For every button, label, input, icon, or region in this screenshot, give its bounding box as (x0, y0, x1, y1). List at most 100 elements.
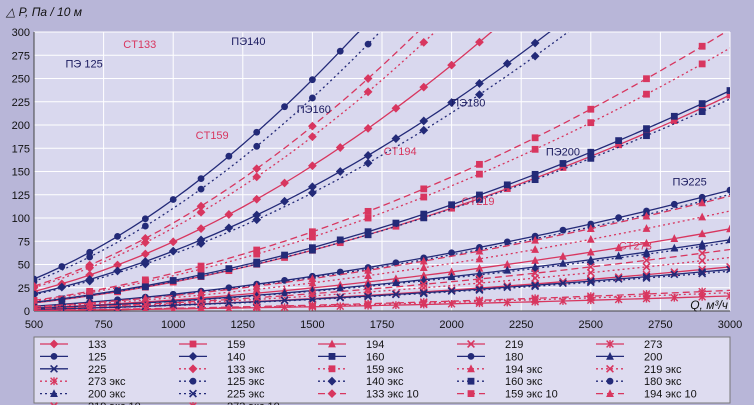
curve-label: ПЭ 125 (65, 58, 102, 70)
data-point (615, 141, 623, 149)
data-point (531, 282, 540, 291)
series-line (34, 256, 730, 310)
x-tick-label: 2500 (579, 319, 603, 331)
data-point (141, 304, 150, 311)
data-point (281, 103, 288, 111)
data-point (531, 264, 540, 272)
data-point (308, 188, 317, 198)
data-point (586, 268, 595, 277)
legend-marker (50, 364, 58, 373)
data-point (419, 263, 428, 272)
data-point (670, 117, 678, 125)
data-point (280, 196, 289, 206)
data-point (670, 270, 679, 279)
data-point (141, 283, 149, 291)
series-line (34, 32, 493, 293)
data-point (587, 119, 595, 127)
data-point (642, 224, 651, 232)
data-point (419, 125, 429, 135)
data-point (197, 288, 205, 297)
data-point (336, 47, 344, 55)
x-tick-label: 750 (94, 319, 112, 331)
data-point (335, 167, 345, 176)
data-point (447, 98, 456, 107)
data-point (475, 246, 484, 255)
data-point (726, 235, 730, 244)
data-point (698, 229, 707, 238)
data-point (252, 194, 262, 204)
data-point (531, 145, 539, 153)
data-point (86, 292, 94, 299)
data-point (448, 201, 455, 209)
data-point (169, 277, 177, 284)
legend-item: 125 (40, 351, 106, 363)
data-point (335, 143, 345, 152)
data-point (197, 262, 205, 270)
data-point (530, 38, 540, 48)
legend-label: 125 (88, 351, 106, 363)
data-point (364, 231, 372, 239)
legend-label: 225 (88, 364, 106, 376)
data-point (85, 276, 95, 286)
data-point (419, 280, 428, 289)
data-point (140, 249, 150, 259)
data-point (252, 172, 262, 182)
data-point (309, 76, 316, 84)
curve-label: CT273 (619, 241, 652, 253)
y-tick-label: 0 (24, 306, 30, 318)
y-tick-label: 250 (12, 74, 30, 86)
x-tick-label: 3000 (718, 319, 742, 331)
data-point (503, 181, 511, 189)
data-point (196, 207, 206, 217)
data-point (531, 176, 539, 184)
data-point (308, 121, 317, 131)
series-125 (34, 32, 360, 283)
data-point (34, 306, 38, 311)
legend-item: 194 (318, 339, 384, 351)
data-point (586, 277, 595, 286)
data-point (392, 219, 400, 227)
data-point (364, 40, 372, 48)
curve-label: CT219 (462, 196, 495, 208)
legend-item: 200 (596, 351, 662, 363)
data-point (252, 302, 261, 311)
legend-label: 133 экс (227, 364, 265, 376)
data-point (586, 257, 595, 265)
legend-marker (50, 402, 58, 405)
data-point (168, 246, 178, 256)
legend-label: 180 (505, 351, 523, 363)
data-point (586, 247, 595, 256)
legend-item: 194 экс 10 (596, 389, 697, 401)
data-point (698, 100, 706, 108)
data-point (253, 250, 261, 258)
data-point (253, 142, 261, 150)
data-point (475, 37, 484, 47)
x-tick-labels: 500 750 1000 1250 1500 1750 2000 2250 2500 2750 30… (25, 319, 742, 331)
data-point (420, 193, 428, 201)
data-point (224, 292, 233, 301)
data-point (363, 87, 373, 97)
data-point (114, 232, 121, 240)
data-point (531, 256, 540, 264)
legend-marker (328, 339, 336, 348)
data-point (614, 274, 623, 283)
data-point (587, 105, 595, 113)
data-point (336, 236, 344, 244)
data-point (642, 262, 651, 271)
series-133 (34, 32, 493, 296)
series-line (34, 32, 381, 283)
data-point (530, 51, 540, 61)
legend-marker (50, 377, 58, 386)
legend-item: 125 экс (179, 376, 265, 388)
x-tick-label: 500 (25, 319, 43, 331)
legend-marker (327, 376, 337, 386)
data-point (531, 269, 540, 278)
legend-label: 225 экс (227, 389, 265, 401)
legend-marker (50, 353, 58, 360)
data-point (140, 234, 150, 243)
data-point (587, 154, 595, 162)
data-point (726, 265, 730, 274)
data-point (476, 191, 483, 199)
data-point (252, 164, 262, 174)
data-point (420, 210, 428, 218)
